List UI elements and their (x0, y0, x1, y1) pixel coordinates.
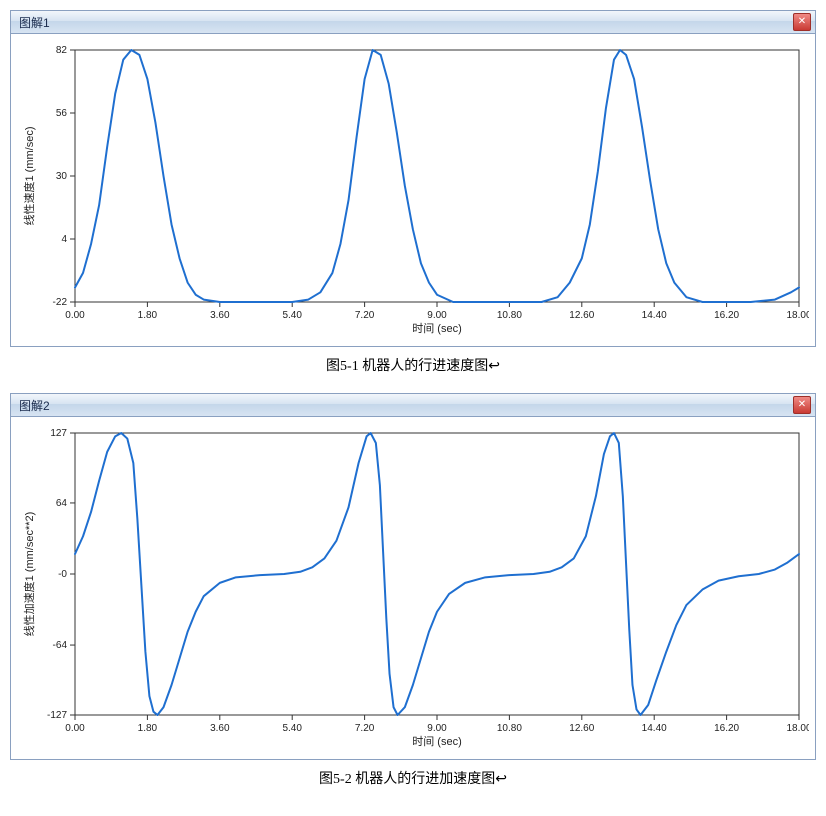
chart-panel-2: 图解2 ✕ 0.00 1.80 3.60 5.40 7.20 9.00 10.80 12.60… (10, 393, 816, 760)
svg-text:56: 56 (56, 108, 68, 119)
svg-text:线性速度1 (mm/sec): 线性速度1 (mm/sec) (22, 127, 36, 226)
panel-title-1: 图解1 (19, 14, 50, 31)
svg-text:64: 64 (56, 498, 68, 509)
caption-2: 图5-2 机器人的行进加速度图↩ (10, 768, 816, 788)
svg-text:10.80: 10.80 (497, 723, 522, 734)
svg-text:7.20: 7.20 (355, 310, 375, 321)
svg-text:1.80: 1.80 (138, 723, 158, 734)
svg-text:18.00: 18.00 (786, 723, 809, 734)
caption-1: 图5-1 机器人的行进速度图↩ (10, 355, 816, 375)
svg-text:1.80: 1.80 (138, 310, 158, 321)
svg-text:9.00: 9.00 (427, 310, 447, 321)
plot-area-2: 0.00 1.80 3.60 5.40 7.20 9.00 10.80 12.60 14.40 1… (11, 417, 815, 759)
svg-text:-0: -0 (58, 569, 67, 580)
svg-text:7.20: 7.20 (355, 723, 375, 734)
svg-text:82: 82 (56, 45, 68, 56)
svg-text:-22: -22 (53, 297, 68, 308)
svg-text:18.00: 18.00 (786, 310, 809, 321)
svg-text:0.00: 0.00 (65, 310, 85, 321)
svg-text:时间 (sec): 时间 (sec) (412, 322, 462, 335)
svg-text:3.60: 3.60 (210, 310, 230, 321)
plot-area-1: 0.00 1.80 3.60 5.40 7.20 9.00 10.80 12.60 14.40 1… (11, 34, 815, 346)
svg-text:127: 127 (50, 428, 67, 439)
svg-text:时间 (sec): 时间 (sec) (412, 735, 462, 748)
svg-text:-127: -127 (47, 710, 67, 721)
svg-text:线性加速度1 (mm/sec**2): 线性加速度1 (mm/sec**2) (22, 512, 36, 637)
panel-title-2: 图解2 (19, 397, 50, 414)
svg-text:30: 30 (56, 171, 68, 182)
titlebar-1: 图解1 ✕ (11, 11, 815, 34)
svg-text:12.60: 12.60 (569, 310, 594, 321)
svg-text:-64: -64 (53, 640, 68, 651)
svg-text:10.80: 10.80 (497, 310, 522, 321)
svg-text:14.40: 14.40 (642, 723, 667, 734)
svg-text:5.40: 5.40 (282, 310, 302, 321)
svg-text:4: 4 (61, 234, 67, 245)
close-icon[interactable]: ✕ (793, 13, 811, 31)
svg-text:3.60: 3.60 (210, 723, 230, 734)
svg-text:14.40: 14.40 (642, 310, 667, 321)
velocity-chart: 0.00 1.80 3.60 5.40 7.20 9.00 10.80 12.60 14.40 1… (17, 40, 809, 340)
close-icon[interactable]: ✕ (793, 396, 811, 414)
svg-text:0.00: 0.00 (65, 723, 85, 734)
svg-text:9.00: 9.00 (427, 723, 447, 734)
chart-panel-1: 图解1 ✕ 0.00 1.80 3.60 5.40 7.20 9.00 10.80 12.60… (10, 10, 816, 347)
svg-text:16.20: 16.20 (714, 310, 739, 321)
svg-text:16.20: 16.20 (714, 723, 739, 734)
acceleration-chart: 0.00 1.80 3.60 5.40 7.20 9.00 10.80 12.60 14.40 1… (17, 423, 809, 753)
svg-text:12.60: 12.60 (569, 723, 594, 734)
titlebar-2: 图解2 ✕ (11, 394, 815, 417)
svg-text:5.40: 5.40 (282, 723, 302, 734)
